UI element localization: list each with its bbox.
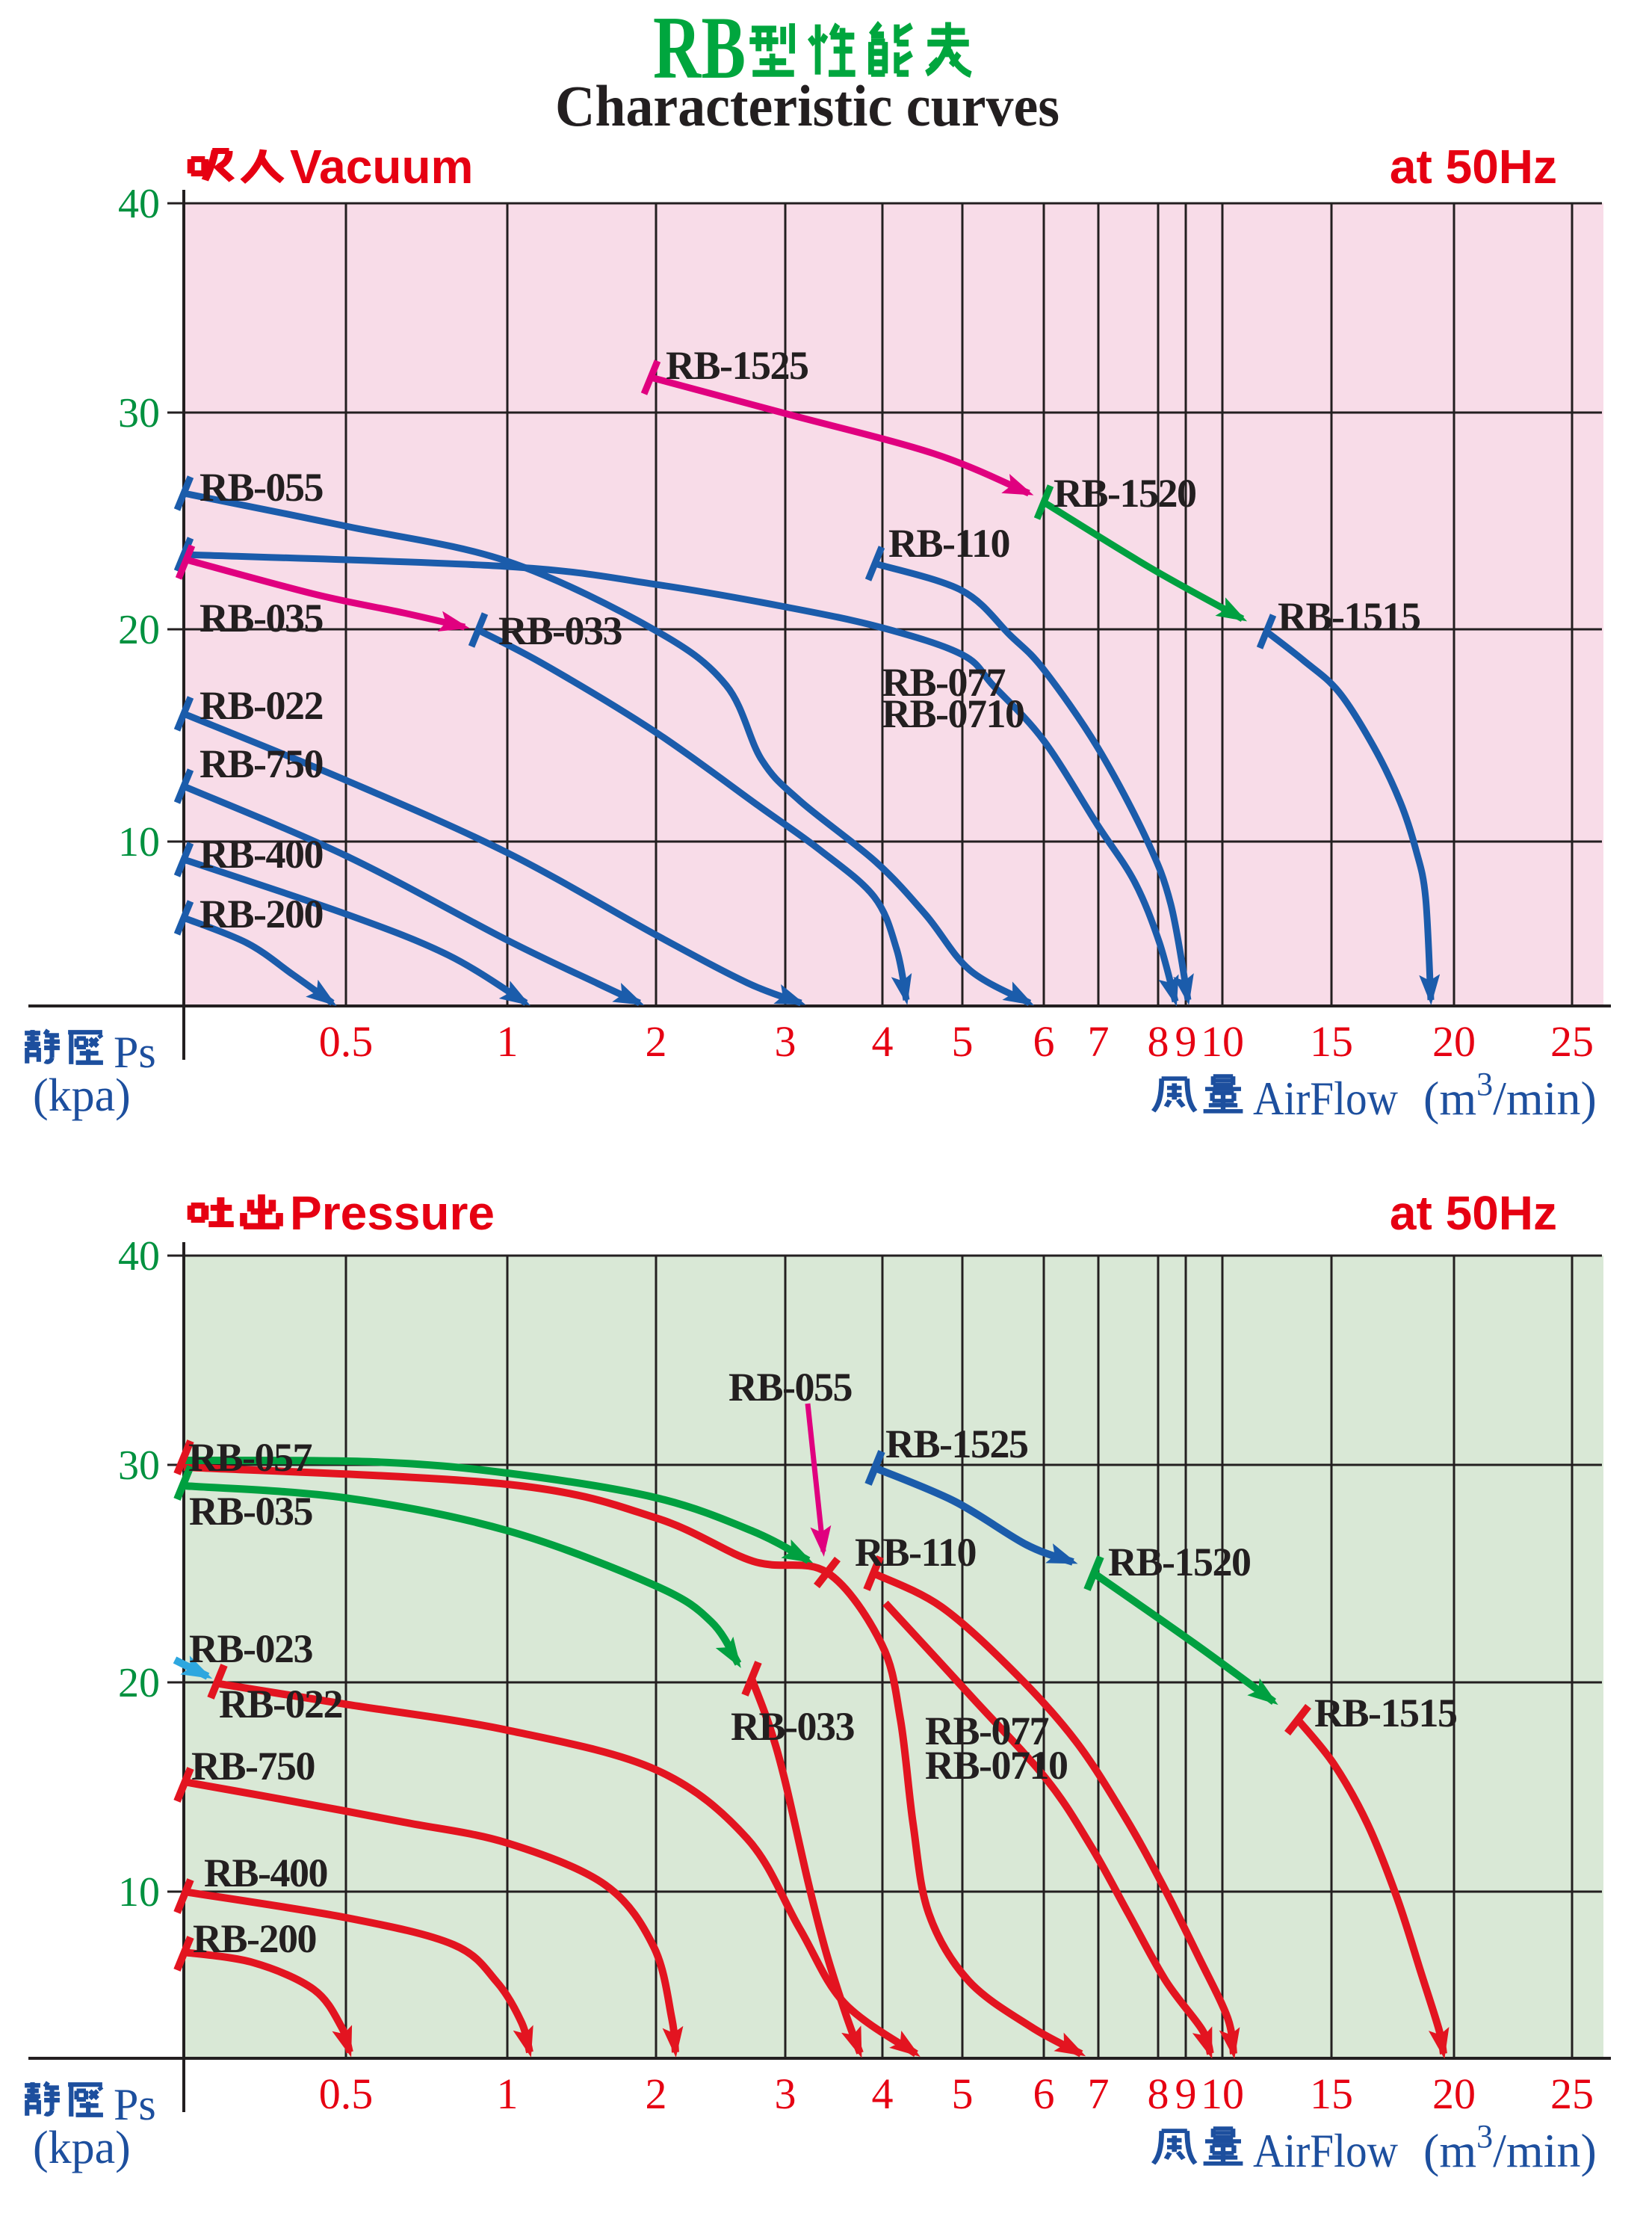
svg-text:5: 5	[952, 2070, 974, 2118]
svg-text:RB-1525: RB-1525	[666, 343, 808, 388]
svg-text:RB-1520: RB-1520	[1054, 471, 1196, 516]
svg-text:8: 8	[1148, 1017, 1169, 1066]
svg-text:RB-033: RB-033	[731, 1704, 854, 1749]
svg-text:RB: RB	[653, 0, 746, 97]
svg-text:RB-055: RB-055	[199, 465, 323, 510]
svg-text:RB-400: RB-400	[199, 832, 323, 877]
svg-text:RB-077: RB-077	[925, 1709, 1048, 1753]
svg-text:RB-400: RB-400	[204, 1851, 327, 1895]
svg-text:RB-022: RB-022	[219, 1682, 342, 1726]
svg-text:RB-1515: RB-1515	[1314, 1691, 1457, 1735]
svg-text:20: 20	[1432, 1017, 1476, 1066]
svg-text:9: 9	[1175, 1017, 1197, 1066]
svg-text:0.5: 0.5	[319, 1017, 374, 1066]
svg-text:RB-1520: RB-1520	[1108, 1540, 1251, 1584]
svg-text:Ps: Ps	[114, 2080, 156, 2129]
svg-text:9: 9	[1175, 2070, 1197, 2118]
svg-text:10: 10	[118, 1869, 160, 1916]
svg-text:(m3/min): (m3/min)	[1423, 1066, 1597, 1125]
svg-text:25: 25	[1550, 2070, 1594, 2118]
svg-text:RB-110: RB-110	[855, 1530, 976, 1575]
svg-text:RB-023: RB-023	[189, 1626, 312, 1671]
svg-text:RB-077: RB-077	[882, 660, 1005, 705]
svg-text:(kpa): (kpa)	[33, 1070, 131, 1121]
svg-text:1: 1	[497, 1017, 519, 1066]
svg-text:(m3/min): (m3/min)	[1423, 2118, 1597, 2177]
svg-text:RB-035: RB-035	[199, 596, 323, 641]
svg-text:40: 40	[118, 1233, 160, 1280]
svg-text:at 50Hz: at 50Hz	[1390, 1186, 1557, 1240]
svg-text:RB-0710: RB-0710	[882, 691, 1024, 736]
svg-text:RB-0710: RB-0710	[925, 1743, 1068, 1788]
svg-text:2: 2	[646, 2070, 667, 2118]
svg-text:15: 15	[1310, 2070, 1353, 2118]
svg-text:RB-200: RB-200	[193, 1916, 316, 1961]
svg-text:8: 8	[1148, 2070, 1169, 2118]
svg-text:3: 3	[775, 2070, 796, 2118]
svg-text:7: 7	[1088, 1017, 1110, 1066]
svg-text:30: 30	[118, 390, 160, 436]
svg-text:10: 10	[118, 819, 160, 865]
svg-text:7: 7	[1088, 2070, 1110, 2118]
svg-text:at 50Hz: at 50Hz	[1390, 140, 1557, 194]
svg-text:20: 20	[118, 607, 160, 653]
svg-text:RB-035: RB-035	[189, 1489, 312, 1534]
svg-text:15: 15	[1310, 1017, 1353, 1066]
svg-text:RB-750: RB-750	[199, 741, 323, 786]
svg-text:20: 20	[1432, 2070, 1476, 2118]
svg-text:RB-110: RB-110	[888, 521, 1009, 566]
svg-text:Characteristic curves: Characteristic curves	[555, 73, 1059, 138]
svg-text:30: 30	[118, 1442, 160, 1489]
svg-text:AirFlow: AirFlow	[1253, 2124, 1398, 2177]
svg-text:Vacuum: Vacuum	[290, 140, 473, 194]
svg-text:RB-055: RB-055	[728, 1365, 852, 1410]
svg-text:Ps: Ps	[114, 1028, 156, 1077]
svg-text:20: 20	[118, 1660, 160, 1706]
svg-text:RB-033: RB-033	[498, 608, 622, 653]
svg-text:RB-057: RB-057	[188, 1435, 312, 1480]
svg-text:(kpa): (kpa)	[33, 2123, 131, 2173]
svg-text:10: 10	[1201, 2070, 1244, 2118]
svg-text:5: 5	[952, 1017, 974, 1066]
svg-text:2: 2	[646, 1017, 667, 1066]
svg-text:RB-1525: RB-1525	[885, 1422, 1028, 1466]
svg-text:Pressure: Pressure	[290, 1186, 495, 1240]
svg-text:RB-1515: RB-1515	[1278, 594, 1420, 639]
svg-text:RB-200: RB-200	[199, 892, 323, 936]
svg-text:1: 1	[497, 2070, 519, 2118]
svg-text:RB-750: RB-750	[191, 1744, 315, 1788]
svg-text:6: 6	[1033, 2070, 1055, 2118]
svg-text:4: 4	[872, 2070, 894, 2118]
svg-text:40: 40	[118, 181, 160, 227]
svg-text:10: 10	[1201, 1017, 1244, 1066]
svg-text:RB-022: RB-022	[199, 683, 323, 728]
svg-text:0.5: 0.5	[319, 2070, 374, 2118]
svg-text:AirFlow: AirFlow	[1253, 1072, 1398, 1125]
svg-text:4: 4	[872, 1017, 894, 1066]
svg-text:3: 3	[775, 1017, 796, 1066]
svg-text:25: 25	[1550, 1017, 1594, 1066]
svg-text:6: 6	[1033, 1017, 1055, 1066]
